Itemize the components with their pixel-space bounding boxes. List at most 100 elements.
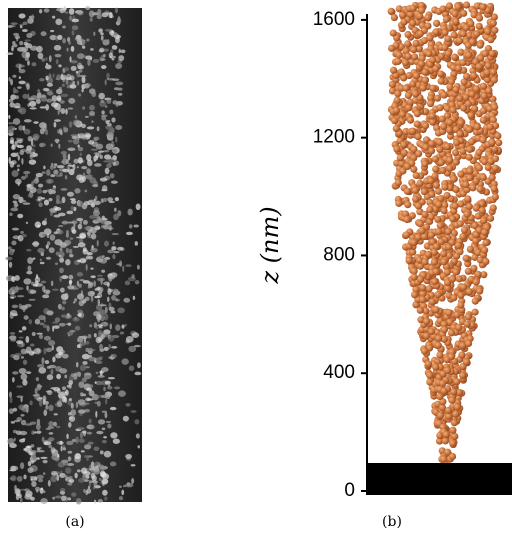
sem-grain	[46, 348, 52, 353]
particle	[458, 351, 465, 358]
sem-grain	[78, 93, 81, 96]
sem-grain	[93, 487, 96, 489]
sem-grain	[51, 144, 53, 147]
y-tick-label: 1200	[313, 127, 355, 148]
sem-grain	[105, 412, 108, 418]
particle	[418, 7, 425, 14]
sem-grain	[57, 95, 62, 102]
particle	[395, 58, 402, 65]
sem-grain	[126, 336, 134, 343]
particle	[440, 258, 447, 265]
particle	[440, 123, 447, 130]
sem-grain	[73, 317, 80, 321]
sem-grain	[70, 198, 76, 200]
sem-grain	[15, 95, 18, 99]
sem-grain	[58, 64, 62, 67]
particle	[453, 378, 460, 385]
sem-grain	[46, 99, 53, 103]
sem-grain	[85, 189, 88, 192]
particle	[403, 216, 410, 223]
sem-grain	[107, 123, 112, 127]
sem-grain	[89, 355, 93, 358]
sem-grain	[42, 220, 47, 225]
sem-grain	[104, 154, 111, 159]
sem-grain	[107, 288, 111, 295]
sem-grain	[135, 241, 138, 246]
sem-grain	[102, 185, 107, 191]
sem-grain	[97, 375, 104, 378]
sem-grain	[39, 78, 44, 82]
sem-grain	[125, 281, 130, 286]
sem-grain	[40, 262, 45, 264]
particle	[459, 233, 466, 240]
sem-grain	[115, 137, 117, 143]
particle	[484, 28, 491, 35]
sem-grain	[65, 77, 72, 80]
sem-grain	[60, 287, 65, 292]
sem-grain	[36, 333, 43, 335]
sem-grain	[10, 140, 14, 144]
sem-grain	[16, 138, 20, 140]
sem-grain	[43, 88, 50, 91]
particle	[415, 202, 422, 209]
sem-grain	[99, 48, 104, 53]
sem-grain	[133, 224, 139, 227]
sem-grain	[115, 125, 122, 130]
sem-grain	[91, 470, 95, 473]
sem-grain	[79, 70, 83, 73]
particle	[461, 226, 468, 233]
particle	[485, 164, 492, 171]
substrate	[368, 463, 512, 495]
sem-grain	[25, 43, 32, 48]
sem-grain	[18, 182, 20, 186]
sem-grain	[65, 175, 67, 179]
sem-grain	[36, 274, 38, 279]
particle	[429, 85, 436, 92]
sem-grain	[79, 414, 83, 416]
particle	[466, 154, 473, 161]
sem-grain	[110, 323, 112, 329]
sem-grain	[93, 201, 101, 205]
particle	[491, 104, 498, 111]
sem-grain	[36, 46, 43, 53]
particle	[491, 76, 498, 83]
sem-grain	[74, 298, 77, 302]
sem-grain	[82, 106, 85, 109]
sem-grain	[98, 330, 103, 336]
particle	[417, 276, 424, 283]
particle	[476, 23, 483, 30]
sem-grain	[134, 419, 139, 424]
sem-grain	[16, 340, 23, 344]
sem-grain	[30, 343, 34, 346]
sem-grain	[105, 168, 110, 175]
sem-grain	[10, 79, 13, 86]
particle	[450, 388, 457, 395]
sem-grain	[68, 140, 73, 143]
particle	[398, 68, 405, 75]
sem-grain	[41, 31, 47, 36]
sem-grain	[101, 270, 105, 273]
sem-grain	[24, 488, 29, 491]
sem-grain	[118, 390, 126, 396]
sem-grain	[119, 260, 122, 266]
sem-grain	[66, 48, 68, 52]
sem-grain	[41, 281, 46, 284]
sem-grain	[122, 358, 129, 364]
sem-grain	[102, 255, 105, 258]
particle	[449, 453, 456, 460]
y-tick-label: 0	[344, 480, 355, 501]
sem-grain	[12, 75, 16, 78]
sem-grain	[55, 54, 62, 57]
sem-grain	[77, 133, 79, 140]
sem-grain	[9, 212, 13, 216]
particle	[439, 5, 446, 12]
sem-grain	[19, 150, 24, 155]
particle	[440, 456, 447, 463]
sem-grain	[78, 242, 86, 247]
sem-grain	[98, 93, 105, 100]
sem-grain	[52, 16, 55, 19]
sem-grain	[66, 441, 73, 445]
sem-grain	[71, 206, 74, 211]
sem-grain	[107, 386, 112, 390]
particle	[437, 412, 444, 419]
